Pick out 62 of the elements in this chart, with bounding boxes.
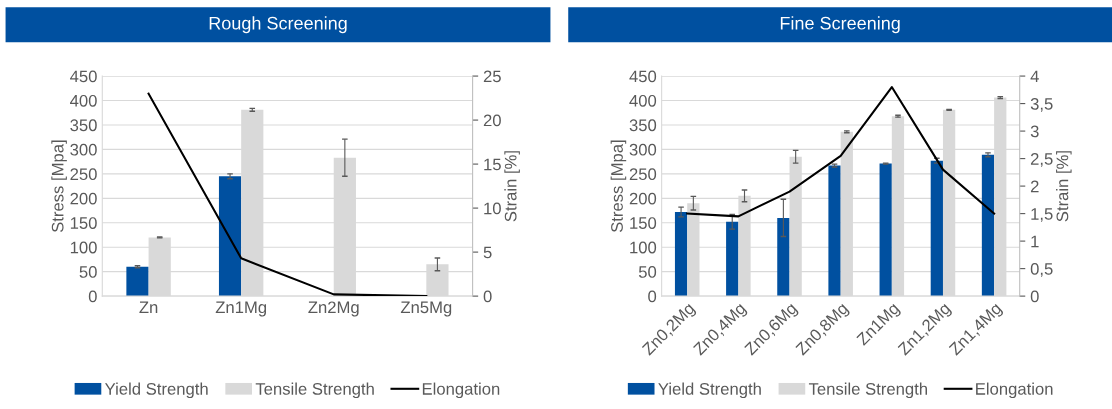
bar <box>930 160 943 297</box>
y-tick-label: 150 <box>70 217 97 229</box>
legend-label: Elongation <box>422 382 500 399</box>
chart-title: Rough Screening <box>209 16 347 34</box>
y-tick-label: 400 <box>629 94 657 107</box>
y-tick-label: 450 <box>629 70 657 83</box>
y-tick-label: 450 <box>70 70 97 83</box>
bar <box>828 165 841 297</box>
legend-label: Tensile Strength <box>255 382 374 399</box>
legend-label: Yield Strength <box>658 382 761 399</box>
y2-tick-label: 0 <box>483 290 492 303</box>
y2-tick-label: 5 <box>483 246 492 259</box>
y-tick-label: 0 <box>648 290 657 303</box>
y2-tick-label: 1 <box>1031 235 1039 248</box>
bar <box>981 154 995 297</box>
y-axis-title: Stress [Mpa] <box>610 140 627 233</box>
legend-label: Tensile Strength <box>808 382 927 399</box>
y-tick-label: 350 <box>70 119 97 132</box>
y2-axis-title: Strain [%] <box>1056 151 1072 222</box>
bar <box>674 212 688 297</box>
x-tick-label: Zn5Mg <box>400 301 452 317</box>
y-tick-label: 150 <box>630 217 657 229</box>
y2-tick-label: 4 <box>1030 70 1039 83</box>
y2-tick-label: 3,5 <box>1030 97 1053 112</box>
y2-tick-label: 0 <box>1030 290 1039 303</box>
y-tick-label: 50 <box>79 266 97 278</box>
y-tick-label: 200 <box>629 192 657 205</box>
x-tick-label: Zn <box>139 301 158 314</box>
y2-tick-label: 15 <box>484 158 501 171</box>
y-tick-label: 250 <box>629 168 657 181</box>
bar <box>879 163 892 297</box>
bar <box>777 217 790 297</box>
y-tick-label: 0 <box>88 290 97 303</box>
y-tick-label: 250 <box>70 168 97 181</box>
y2-axis-title: Strain [%] <box>504 151 520 222</box>
y-tick-label: 50 <box>638 266 657 278</box>
x-tick-label: Zn2Mg <box>308 301 359 317</box>
x-tick-label: Zn1Mg <box>215 301 267 317</box>
legend-label: Yield Strength <box>104 382 208 399</box>
y2-tick-label: 0,5 <box>1030 263 1053 277</box>
chart-title: Fine Screening <box>780 16 900 34</box>
y2-tick-label: 25 <box>483 70 501 83</box>
y2-tick-label: 10 <box>484 202 501 215</box>
y-tick-label: 300 <box>70 143 97 156</box>
y2-tick-label: 20 <box>483 114 501 127</box>
y-tick-label: 200 <box>70 192 97 205</box>
y2-tick-label: 2,5 <box>1030 152 1053 167</box>
line-series <box>147 92 428 297</box>
line-series <box>686 86 996 218</box>
y2-tick-label: 3 <box>1030 125 1039 138</box>
bar <box>218 176 242 297</box>
y2-tick-label: 1,5 <box>1031 208 1053 222</box>
y-tick-label: 300 <box>629 143 657 156</box>
y-tick-label: 350 <box>629 119 657 132</box>
y-axis-title: Stress [Mpa] <box>51 140 67 233</box>
y-tick-label: 400 <box>70 94 97 107</box>
bar <box>126 266 149 297</box>
legend-label: Elongation <box>976 382 1053 399</box>
bar <box>726 221 739 297</box>
y-tick-label: 100 <box>630 241 657 254</box>
y-tick-label: 100 <box>70 241 97 254</box>
y2-tick-label: 2 <box>1030 180 1039 193</box>
